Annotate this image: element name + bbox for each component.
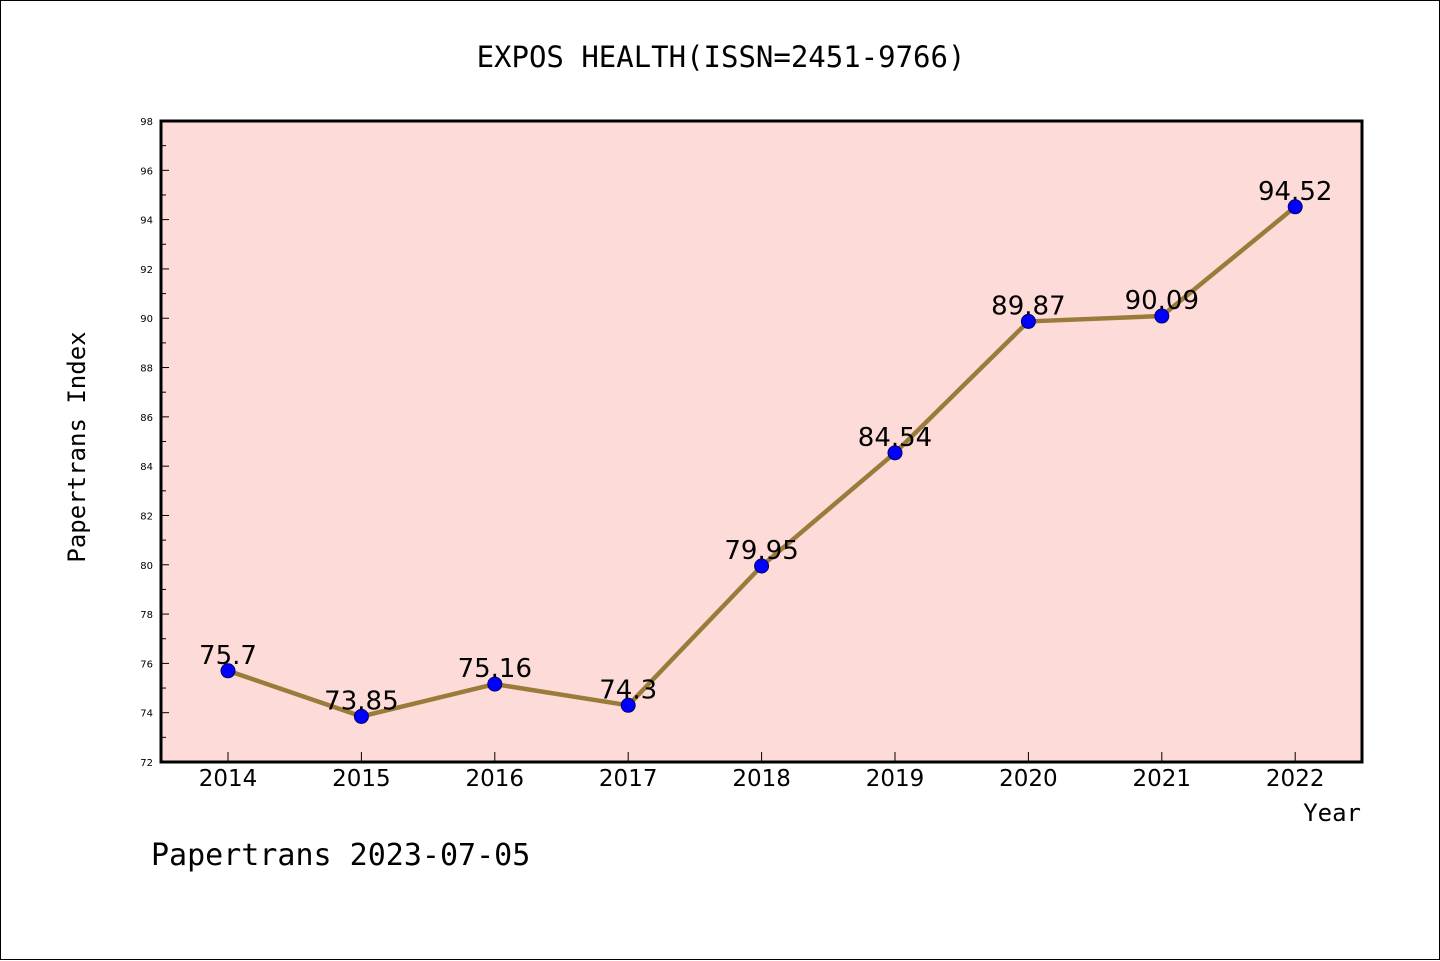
data-point: [754, 558, 770, 574]
y-tick-label: 84: [140, 462, 153, 473]
data-point: [1287, 199, 1303, 215]
y-tick-label: 78: [140, 610, 153, 621]
x-tick-label: 2015: [332, 766, 391, 792]
y-tick-label: 76: [140, 659, 153, 670]
data-label: 75.7: [199, 641, 257, 671]
data-point: [353, 708, 369, 724]
data-point: [487, 676, 503, 692]
y-tick-label: 90: [140, 314, 153, 325]
y-tick-label: 92: [140, 265, 153, 276]
y-tick-label: 86: [140, 413, 153, 424]
y-tick-label: 98: [140, 117, 153, 128]
x-tick-label: 2014: [199, 766, 258, 792]
data-labels: 75.7 73.85 75.16 74.3 79.95 84.54 89.87 90.09 94…: [199, 177, 1332, 717]
data-point: [220, 663, 236, 679]
chart-title: EXPOS HEALTH(ISSN=2451-9766): [477, 40, 966, 74]
x-axis-label: Year: [1303, 799, 1361, 827]
y-tick-label: 82: [140, 511, 153, 522]
y-tick-label: 72: [140, 758, 153, 769]
data-point: [1154, 308, 1170, 324]
data-label: 79.95: [724, 536, 798, 566]
data-point: [620, 697, 636, 713]
y-tick-label: 96: [140, 166, 153, 177]
data-point: [887, 445, 903, 461]
plot-area: [161, 121, 1362, 762]
data-label: 84.54: [858, 423, 932, 453]
x-axis: 2014 2015 2016 2017 2018 2019 2020 2021 2022: [199, 752, 1325, 792]
x-tick-label: 2017: [599, 766, 658, 792]
y-tick-label: 74: [140, 709, 153, 720]
data-label: 73.85: [324, 686, 398, 716]
data-label: 74.3: [599, 675, 657, 705]
y-axis-label: Papertrans Index: [63, 331, 91, 562]
y-tick-label: 88: [140, 364, 153, 375]
data-label: 94.52: [1258, 177, 1332, 207]
plot-frame: [159, 119, 1364, 764]
data-label: 90.09: [1125, 286, 1199, 316]
x-tick-label: 2018: [732, 766, 791, 792]
x-tick-label: 2020: [999, 766, 1058, 792]
x-tick-label: 2022: [1266, 766, 1325, 792]
series-markers: [220, 199, 1303, 724]
y-tick-label: 80: [140, 561, 153, 572]
data-label: 89.87: [991, 291, 1065, 321]
x-tick-label: 2019: [866, 766, 925, 792]
y-axis: 72 74 76 78 80 82 84 86 88 90 92 94 96 98: [140, 117, 169, 769]
x-tick-label: 2021: [1133, 766, 1192, 792]
y-tick-label: 94: [140, 216, 153, 227]
footer-credit: Papertrans 2023-07-05: [151, 838, 530, 873]
data-point: [1020, 313, 1036, 329]
data-label: 75.16: [458, 654, 532, 684]
x-tick-label: 2016: [466, 766, 525, 792]
